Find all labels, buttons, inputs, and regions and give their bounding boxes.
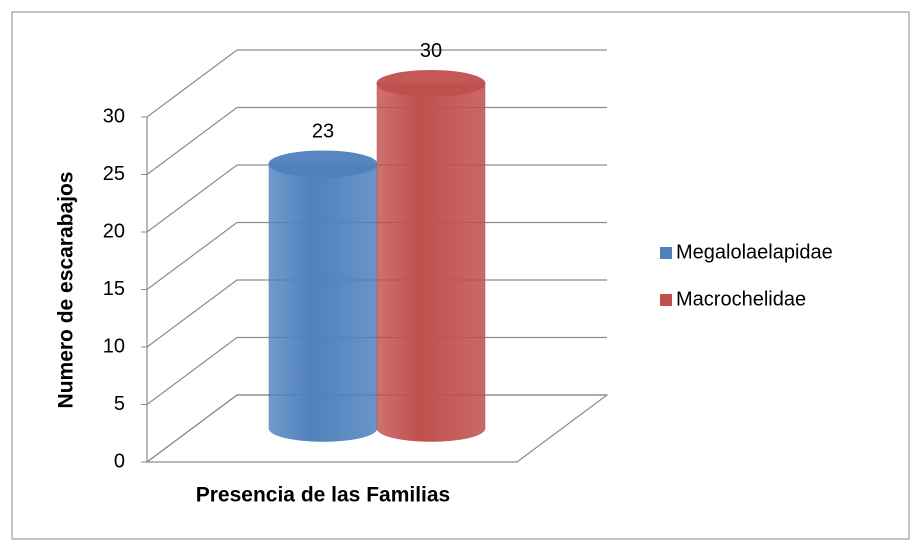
y-axis-title: Numero de escarabajos	[55, 172, 78, 409]
cylinder-top	[268, 150, 378, 178]
y-tick-label: 25	[103, 163, 125, 185]
y-tick-label: 15	[103, 278, 125, 300]
cylinder	[268, 163, 378, 442]
cylinder	[376, 83, 486, 442]
data-label: 30	[420, 40, 442, 62]
y-tick-label: 5	[114, 393, 125, 415]
cylinder-top	[376, 70, 486, 97]
legend-label: Macrochelidae	[676, 288, 806, 310]
data-label: 23	[312, 120, 334, 142]
x-axis-title: Presencia de las Familias	[196, 484, 450, 507]
legend-label: Megalolaelapidae	[676, 241, 833, 263]
legend-swatch	[660, 247, 672, 259]
y-tick-label: 30	[103, 105, 125, 127]
y-tick-label: 0	[114, 450, 125, 472]
y-tick-label: 20	[103, 220, 125, 242]
y-tick-label: 10	[103, 335, 125, 357]
grid-line	[146, 49, 607, 118]
legend-swatch	[660, 294, 672, 306]
